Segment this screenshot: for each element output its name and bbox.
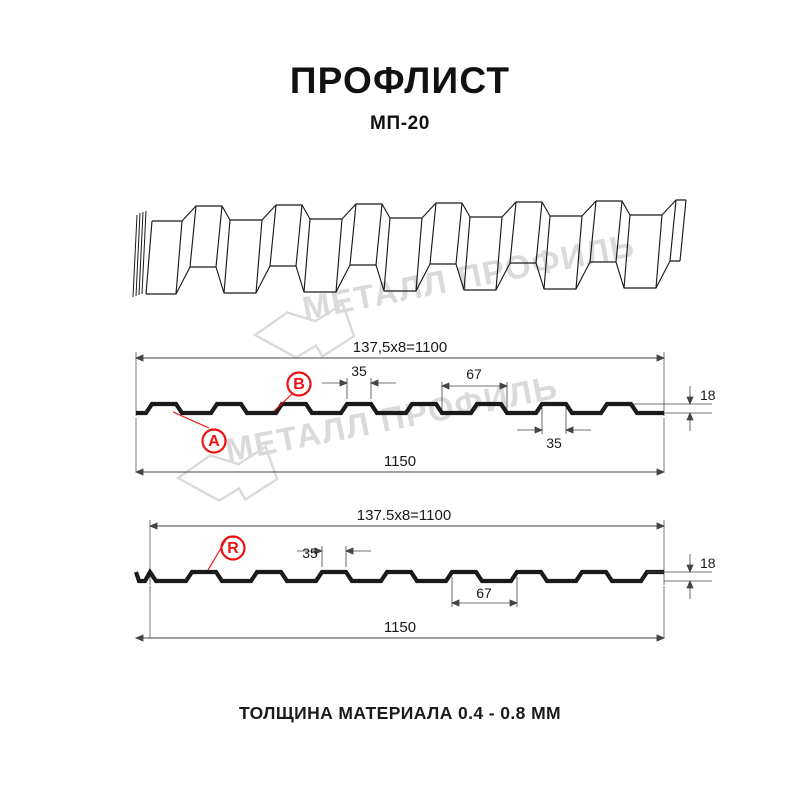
section-a-overall-top-label: 137,5x8=1100 bbox=[353, 339, 447, 356]
section-a-valley-label: 67 bbox=[466, 366, 482, 382]
profile-section-lower: 137.5x8=1100 1150 35 bbox=[134, 507, 716, 642]
profile-polyline-upper bbox=[136, 401, 664, 416]
section-a-overall-bottom-label: 1150 bbox=[384, 453, 416, 470]
marker-a-circle bbox=[201, 428, 227, 454]
metall-profil-logo bbox=[252, 301, 356, 359]
marker-r-label: R bbox=[227, 540, 239, 557]
marker-b: B bbox=[273, 371, 312, 412]
section-a-rib-bottom-label: 35 bbox=[546, 435, 562, 451]
marker-a: A bbox=[172, 411, 227, 454]
metall-profil-logo bbox=[175, 444, 279, 502]
marker-r-circle bbox=[220, 535, 246, 561]
marker-b-label: B bbox=[293, 376, 305, 393]
material-thickness-note: ТОЛЩИНА МАТЕРИАЛА 0.4 - 0.8 ММ bbox=[238, 703, 562, 723]
isometric-sheet-view bbox=[132, 199, 687, 298]
section-a-rib-top-label: 35 bbox=[351, 363, 367, 379]
section-b-rib-top-label: 35 bbox=[302, 545, 318, 561]
section-b-overall-top-label: 137.5x8=1100 bbox=[357, 507, 451, 524]
section-b-overall-bottom-label: 1150 bbox=[384, 619, 416, 636]
profile-section-upper: 137,5x8=1100 1150 35 bbox=[134, 339, 716, 476]
section-b-valley-label: 67 bbox=[476, 585, 492, 601]
section-a-height-label: 18 bbox=[700, 387, 716, 403]
profile-polyline-lower bbox=[134, 567, 664, 584]
marker-r: R bbox=[207, 535, 246, 571]
marker-b-circle bbox=[286, 371, 312, 397]
marker-a-label: A bbox=[208, 433, 220, 450]
section-b-height-label: 18 bbox=[700, 555, 716, 571]
